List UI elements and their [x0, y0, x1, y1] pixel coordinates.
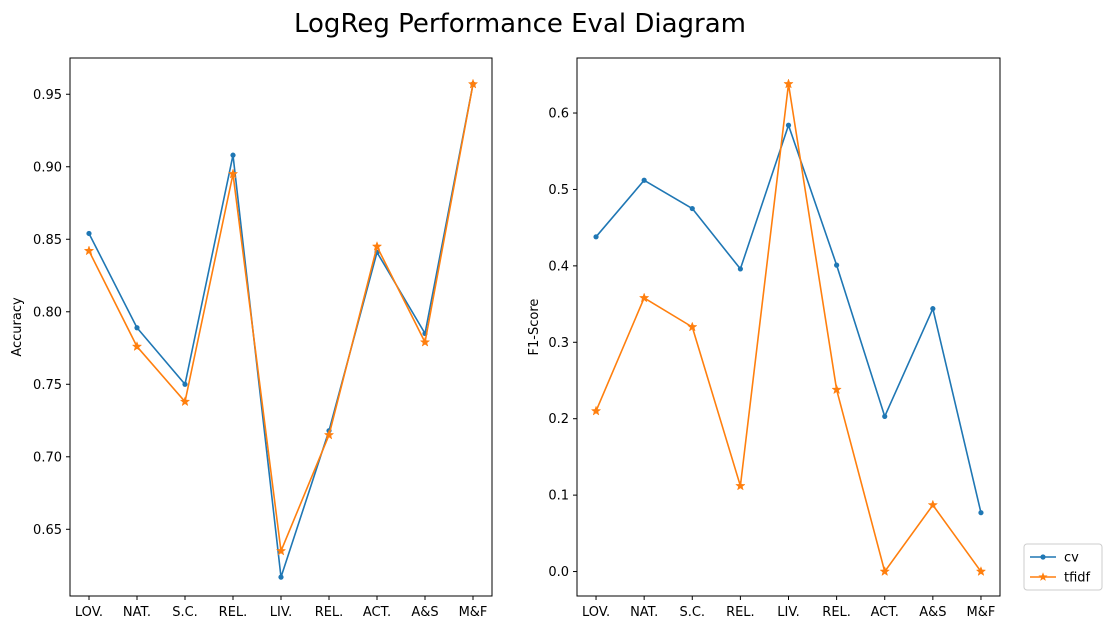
legend-marker-cv [1040, 554, 1046, 560]
data-point-tfidf [323, 429, 335, 440]
x-tick-label: REL. [315, 605, 344, 620]
series-line-tfidf [595, 83, 982, 573]
data-point-tfidf [371, 240, 383, 251]
x-tick-label: S.C. [679, 605, 705, 620]
y-tick-label: 0.75 [33, 378, 62, 393]
data-point-tfidf [227, 168, 239, 179]
x-tick-label: M&F [967, 605, 996, 620]
legend: cv tfidf [1023, 543, 1103, 591]
legend-label-cv: cv [1064, 551, 1079, 566]
x-tick-label: REL. [822, 605, 851, 620]
y-tick-label: 0.95 [33, 88, 62, 103]
data-point-cv [978, 510, 984, 516]
legend-box [1023, 543, 1103, 591]
x-tick-label: NAT. [123, 605, 151, 620]
f1-score-subplot: LOV. NAT. S.C. REL. LIV. REL. ACT. A&S M&F 0.0 0.1… [527, 57, 1001, 620]
data-point-tfidf [927, 499, 939, 510]
x-tick-label: REL. [726, 605, 755, 620]
plot-frame [69, 57, 493, 597]
legend-label-tfidf: tfidf [1064, 571, 1091, 586]
data-point-tfidf [638, 292, 650, 303]
y-tick-label: 0.1 [548, 489, 569, 504]
series-line-cv [88, 83, 474, 578]
y-tick-label: 0.6 [548, 107, 569, 122]
y-tick-label: 0.2 [548, 412, 569, 427]
x-tick-label: A&S [411, 605, 438, 620]
data-point-cv [182, 381, 188, 387]
data-point-tfidf [831, 384, 842, 395]
y-tick-label: 0.85 [33, 233, 62, 248]
x-tick-label: S.C. [172, 605, 198, 620]
x-tick-label: LIV. [777, 605, 799, 620]
x-tick-label: REL. [219, 605, 248, 620]
y-tick-label: 0.4 [548, 259, 569, 274]
y-tick-label: 0.5 [548, 183, 569, 198]
data-point-tfidf [879, 566, 890, 577]
x-tick-label: LOV. [75, 605, 103, 620]
data-point-cv [882, 413, 888, 420]
y-axis-label: Accuracy [10, 297, 25, 357]
data-point-cv [785, 122, 792, 128]
data-point-tfidf [735, 480, 746, 491]
data-point-cv [689, 205, 695, 212]
data-point-cv [230, 152, 236, 158]
data-point-cv [593, 234, 599, 240]
series-line-cv [595, 124, 982, 513]
y-tick-label: 0.0 [548, 565, 569, 580]
data-point-tfidf [419, 336, 431, 347]
accuracy-subplot: LOV. NAT. S.C. REL. LIV. REL. ACT. A&S M&F 0.65 0.… [10, 57, 493, 620]
y-tick-label: 0.70 [33, 450, 62, 465]
x-tick-label: LOV. [582, 605, 610, 620]
data-point-tfidf [783, 78, 794, 89]
x-tick-label: A&S [919, 605, 946, 620]
data-point-cv [86, 230, 92, 237]
data-point-tfidf [590, 405, 602, 416]
data-point-tfidf [275, 545, 287, 556]
y-tick-label: 0.80 [33, 305, 62, 320]
data-point-cv [737, 266, 743, 272]
data-point-tfidf [975, 566, 987, 577]
data-point-cv [278, 574, 284, 580]
data-point-cv [641, 177, 647, 183]
data-point-cv [134, 325, 140, 331]
data-point-tfidf [83, 245, 95, 256]
data-point-tfidf [131, 341, 143, 352]
data-point-tfidf [687, 321, 698, 332]
legend-marker-tfidf [1038, 572, 1048, 581]
y-tick-label: 0.3 [548, 336, 569, 351]
y-tick-label: 0.90 [33, 160, 62, 175]
x-tick-label: M&F [459, 605, 488, 620]
data-point-cv [930, 306, 936, 312]
x-tick-label: ACT. [363, 605, 391, 620]
data-point-tfidf [179, 396, 191, 407]
data-point-cv [834, 262, 840, 268]
x-tick-label: NAT. [630, 605, 658, 620]
figure-title: LogReg Performance Eval Diagram [294, 9, 746, 39]
y-axis-label: F1-Score [527, 299, 542, 356]
x-tick-label: ACT. [871, 605, 899, 620]
y-tick-label: 0.65 [33, 523, 62, 538]
data-point-tfidf [467, 78, 479, 89]
x-tick-label: LIV. [270, 605, 292, 620]
